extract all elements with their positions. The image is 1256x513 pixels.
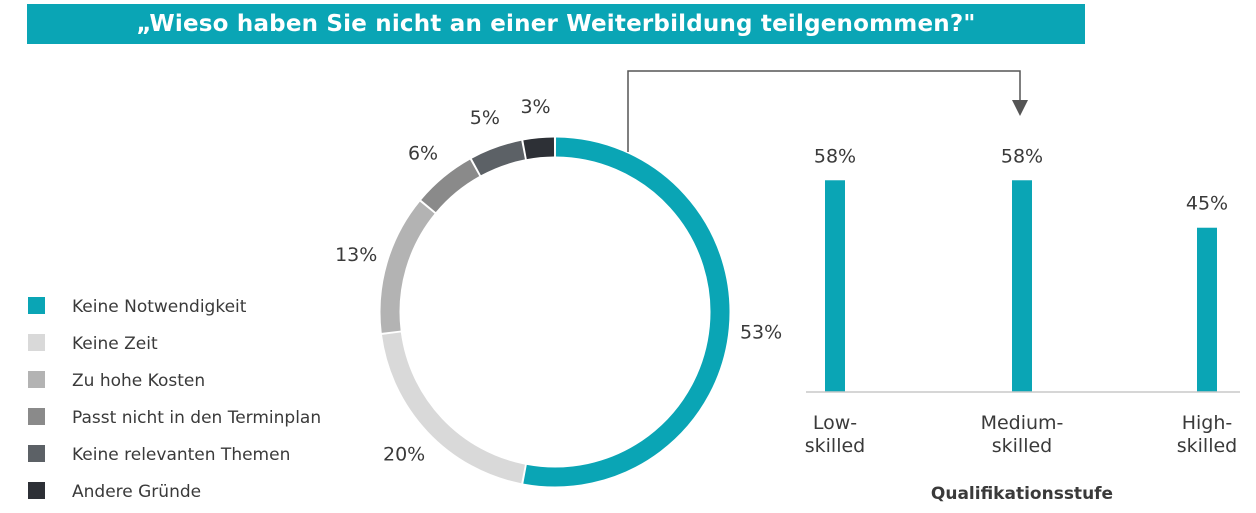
legend-label-zu-hohe-kosten: Zu hohe Kosten [72,371,205,391]
legend-label-keine-zeit: Keine Zeit [72,334,158,354]
chart-title: „Wieso haben Sie nicht an einer Weiterbi… [136,11,976,37]
donut-slice-keine-relevanten-themen [471,140,526,176]
x-tick-label-low-skilled-line-1: Low- [813,412,857,434]
bar-value-label-low-skilled: 58% [814,145,856,167]
donut-label-keine-notwendigkeit: 53% [740,321,782,343]
x-axis-title: Qualifikationsstufe [931,484,1113,504]
donut-label-passt-nicht-in-den-terminplan: 6% [408,143,438,165]
legend-label-passt-nicht-in-den-terminplan: Passt nicht in den Terminplan [72,408,321,428]
legend-label-keine-relevanten-themen: Keine relevanten Themen [72,445,290,465]
donut-label-andere-gr-nde: 3% [520,96,550,118]
donut-slice-keine-zeit [382,332,526,484]
connector-arrow-line [627,70,1021,152]
x-tick-label-high-skilled-line-2: skilled [1177,435,1238,457]
legend-swatch-keine-relevanten-themen [28,445,45,462]
donut-slice-keine-notwendigkeit [523,137,730,487]
bar-medium-skilled [1012,180,1032,392]
bar-value-label-high-skilled: 45% [1186,193,1228,215]
donut-chart [380,137,730,487]
legend-swatch-keine-notwendigkeit [28,297,45,314]
donut-label-keine-relevanten-themen: 5% [470,107,500,129]
legend-swatch-passt-nicht-in-den-terminplan [28,408,45,425]
x-tick-label-medium-skilled-line-2: skilled [992,435,1053,457]
x-tick-label-medium-skilled-line-1: Medium- [981,412,1064,434]
legend-label-andere-gr-nde: Andere Gründe [72,482,201,502]
bar-value-label-medium-skilled: 58% [1001,145,1043,167]
x-tick-label-low-skilled-line-2: skilled [805,435,866,457]
donut-slice-andere-gr-nde [523,137,555,160]
bar-chart: 58% Low-skilled 58% Medium-skilled 45% High-s… [805,145,1238,457]
legend-swatch-keine-zeit [28,334,45,351]
x-tick-label-high-skilled-line-1: High- [1182,412,1233,434]
bar-low-skilled [825,180,845,392]
legend: Keine Notwendigkeit Keine Zeit Zu hohe Kos… [28,297,321,502]
donut-label-zu-hohe-kosten: 13% [335,244,377,266]
donut-percent-labels: 53% 20% 13% 6% 5% 3% [335,96,782,466]
donut-slice-zu-hohe-kosten [380,201,435,333]
legend-swatch-zu-hohe-kosten [28,371,45,388]
bar-high-skilled [1197,227,1217,392]
donut-label-keine-zeit: 20% [383,444,425,466]
donut-slice-passt-nicht-in-den-terminplan [421,159,480,213]
connector-arrow-head [1012,100,1028,116]
legend-swatch-andere-gr-nde [28,482,45,499]
legend-label-keine-notwendigkeit: Keine Notwendigkeit [72,297,247,317]
chart-title-banner: „Wieso haben Sie nicht an einer Weiterbi… [27,4,1085,44]
